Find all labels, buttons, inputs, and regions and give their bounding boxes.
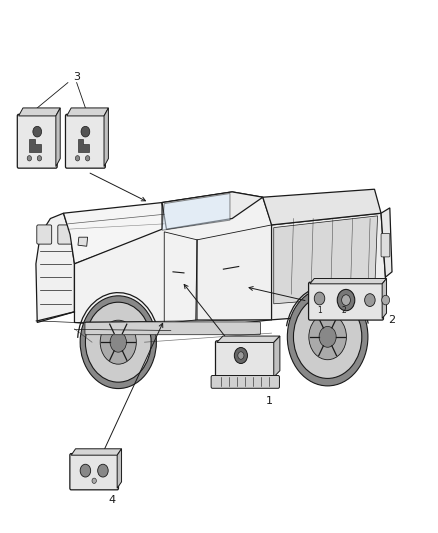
Text: 2: 2	[389, 315, 396, 325]
Polygon shape	[78, 237, 88, 246]
Polygon shape	[381, 208, 392, 277]
Circle shape	[100, 320, 136, 364]
Circle shape	[75, 156, 80, 161]
Polygon shape	[162, 193, 230, 230]
FancyBboxPatch shape	[70, 454, 118, 490]
Polygon shape	[310, 278, 387, 284]
Polygon shape	[71, 449, 122, 455]
FancyBboxPatch shape	[65, 115, 105, 168]
Polygon shape	[36, 213, 74, 322]
Circle shape	[81, 126, 90, 137]
FancyBboxPatch shape	[215, 341, 275, 378]
FancyBboxPatch shape	[37, 225, 52, 244]
Circle shape	[80, 296, 156, 389]
Polygon shape	[67, 108, 109, 116]
Polygon shape	[272, 213, 385, 320]
Text: 3: 3	[73, 72, 80, 82]
Polygon shape	[104, 108, 109, 166]
Polygon shape	[382, 278, 387, 319]
Polygon shape	[18, 108, 60, 116]
Polygon shape	[162, 192, 263, 229]
Circle shape	[364, 294, 375, 306]
Polygon shape	[64, 203, 166, 264]
Polygon shape	[274, 216, 378, 304]
Polygon shape	[274, 336, 280, 377]
Circle shape	[234, 348, 247, 364]
FancyBboxPatch shape	[18, 115, 57, 168]
Circle shape	[27, 156, 32, 161]
Circle shape	[92, 478, 96, 483]
Polygon shape	[29, 139, 41, 152]
Text: 2: 2	[342, 306, 346, 315]
Circle shape	[337, 289, 355, 311]
Circle shape	[85, 156, 90, 161]
Circle shape	[314, 292, 325, 305]
Polygon shape	[197, 225, 272, 320]
Circle shape	[238, 352, 244, 359]
Circle shape	[287, 288, 368, 386]
Circle shape	[293, 295, 362, 378]
Circle shape	[33, 126, 42, 137]
Circle shape	[85, 302, 151, 382]
Polygon shape	[74, 192, 272, 330]
Text: 1: 1	[266, 396, 273, 406]
Text: 1: 1	[317, 306, 322, 315]
Circle shape	[342, 295, 350, 305]
Circle shape	[98, 464, 108, 477]
Polygon shape	[164, 232, 197, 324]
FancyBboxPatch shape	[58, 225, 73, 244]
FancyBboxPatch shape	[85, 322, 261, 335]
Circle shape	[110, 332, 127, 352]
Polygon shape	[78, 139, 89, 152]
FancyBboxPatch shape	[381, 233, 390, 257]
Circle shape	[382, 295, 390, 305]
Polygon shape	[217, 336, 280, 342]
Circle shape	[37, 156, 42, 161]
FancyBboxPatch shape	[308, 282, 384, 320]
Circle shape	[319, 326, 336, 348]
Circle shape	[309, 314, 346, 360]
FancyBboxPatch shape	[211, 375, 279, 388]
Polygon shape	[56, 108, 60, 166]
Text: 4: 4	[108, 495, 115, 505]
Polygon shape	[117, 449, 122, 488]
Circle shape	[80, 464, 91, 477]
Polygon shape	[263, 189, 381, 225]
